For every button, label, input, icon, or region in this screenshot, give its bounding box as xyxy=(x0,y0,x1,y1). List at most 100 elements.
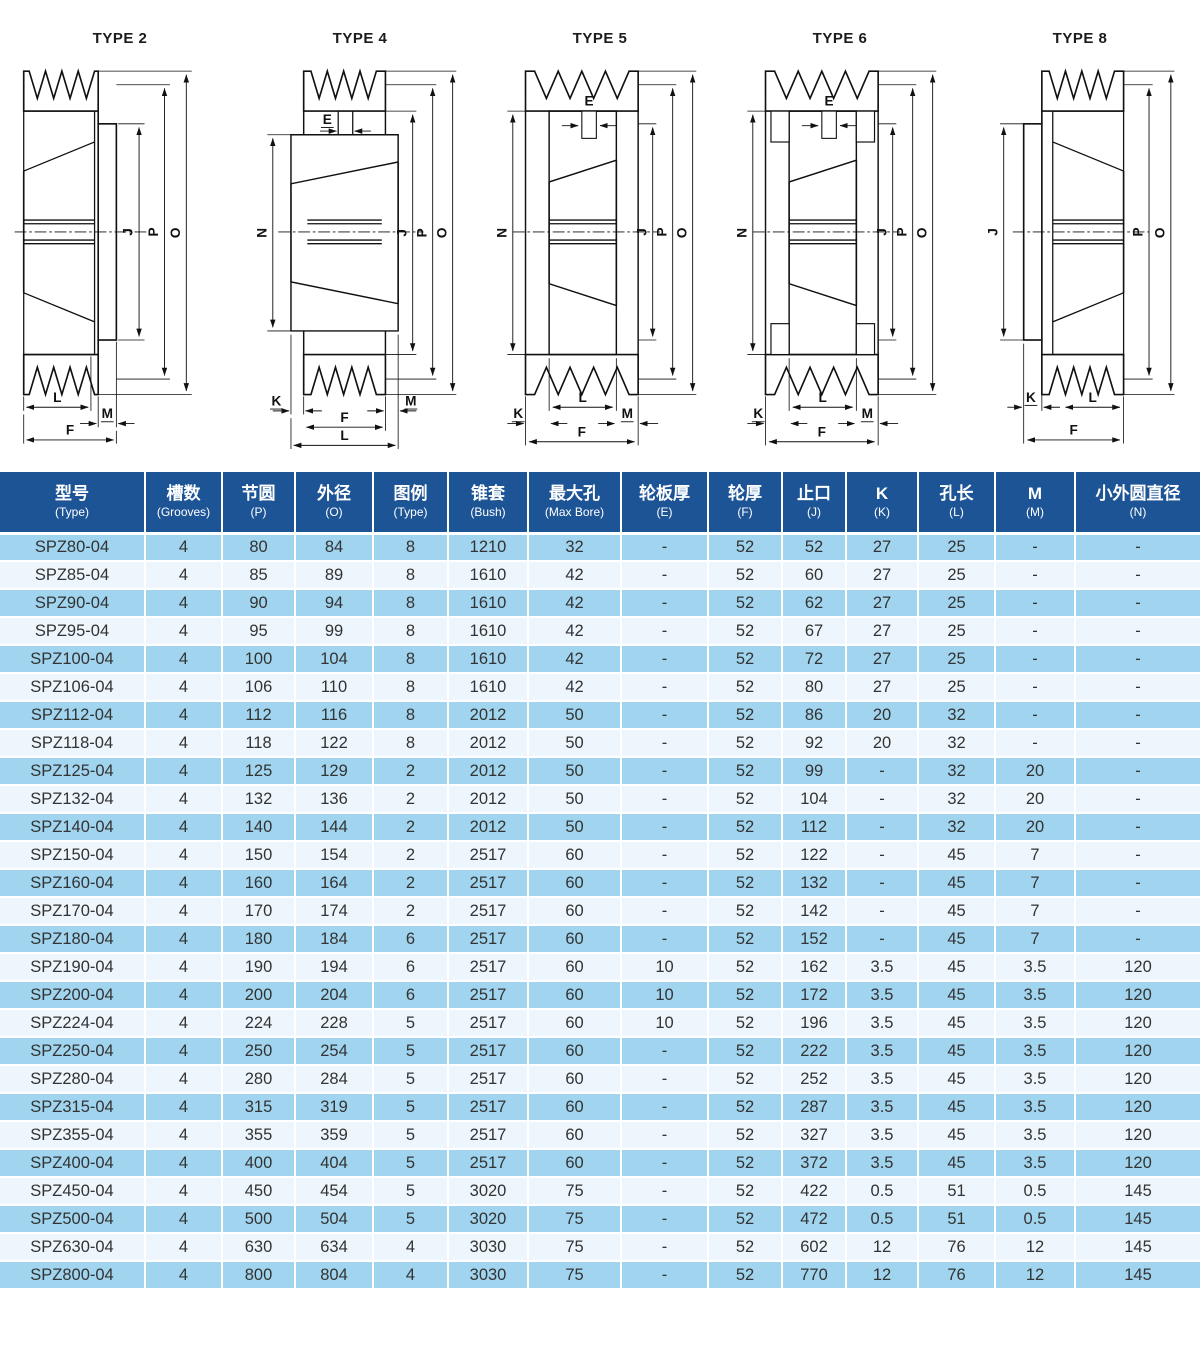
table-cell: 2517 xyxy=(448,925,529,955)
table-cell: 80 xyxy=(222,533,296,563)
table-cell: 3.5 xyxy=(995,1037,1076,1067)
table-cell: 84 xyxy=(295,533,374,563)
table-cell: 45 xyxy=(918,925,996,955)
table-cell: - xyxy=(621,701,709,731)
table-cell: 160 xyxy=(222,869,296,899)
table-cell: 2517 xyxy=(448,1065,529,1095)
table-cell: 52 xyxy=(708,533,783,563)
dim-label-j: J xyxy=(634,228,649,236)
table-cell: 196 xyxy=(782,1009,847,1039)
table-row: SPZ100-04 4 100 104 8 1610 42-52 72 27 25- - xyxy=(0,645,1200,675)
model-cell: SPZ112-04 xyxy=(0,701,146,731)
table-row: SPZ250-04 4 250 254 5 2517 60-52 222 3.5 45 3.5 120 xyxy=(0,1037,1200,1067)
model-cell: SPZ106-04 xyxy=(0,673,146,703)
table-cell: 60 xyxy=(528,1037,622,1067)
table-cell: - xyxy=(1075,617,1200,647)
dim-label-j: J xyxy=(985,228,1000,236)
diagram-title: TYPE 4 xyxy=(332,30,388,47)
table-cell: 122 xyxy=(782,841,847,871)
table-cell: 184 xyxy=(295,925,374,955)
table-cell: 20 xyxy=(995,757,1076,787)
table-cell: 180 xyxy=(222,925,296,955)
table-cell: - xyxy=(621,1177,709,1207)
table-cell: 154 xyxy=(295,841,374,871)
table-cell: 10 xyxy=(621,1009,709,1039)
dim-label-e: E xyxy=(323,112,332,127)
table-cell: - xyxy=(621,1065,709,1095)
table-cell: 145 xyxy=(1075,1233,1200,1263)
table-cell: 190 xyxy=(222,953,296,983)
table-cell: 142 xyxy=(782,897,847,927)
table-cell: - xyxy=(1075,869,1200,899)
table-cell: 120 xyxy=(1075,953,1200,983)
table-cell: - xyxy=(621,1261,709,1291)
table-cell: 2012 xyxy=(448,701,529,731)
table-cell: 7 xyxy=(995,925,1076,955)
table-cell: 60 xyxy=(528,841,622,871)
table-cell: - xyxy=(1075,813,1200,843)
pulley-drawing-type-5-icon: E N J P O L K M xyxy=(494,69,697,446)
table-cell: 327 xyxy=(782,1121,847,1151)
table-cell: 52 xyxy=(708,1009,783,1039)
table-cell: - xyxy=(1075,561,1200,591)
table-cell: 76 xyxy=(918,1261,996,1291)
table-cell: 150 xyxy=(222,841,296,871)
table-row: SPZ106-04 4 106 110 8 1610 42-52 80 27 25- - xyxy=(0,673,1200,703)
table-row: SPZ180-04 4 180 184 6 2517 60-52 152-45 7- xyxy=(0,925,1200,955)
table-cell: 75 xyxy=(528,1261,622,1291)
table-cell: 2 xyxy=(373,869,449,899)
diagram-title: TYPE 6 xyxy=(812,30,868,47)
column-header: 轮板厚 (E) xyxy=(621,472,709,535)
table-cell: 284 xyxy=(295,1065,374,1095)
table-cell: 42 xyxy=(528,673,622,703)
table-cell: 319 xyxy=(295,1093,374,1123)
table-cell: 174 xyxy=(295,897,374,927)
table-cell: 52 xyxy=(708,1149,783,1179)
header-row: 型号 (Type) 槽数 (Grooves) 节圆 (P) 外径 (O) 图例 (Type) 锥套(… xyxy=(0,472,1200,535)
table-cell: 27 xyxy=(846,533,919,563)
table-cell: 4 xyxy=(145,1261,223,1291)
table-cell: 3.5 xyxy=(995,953,1076,983)
table-cell: 3.5 xyxy=(846,981,919,1011)
table-cell: 372 xyxy=(782,1149,847,1179)
table-cell: 3.5 xyxy=(846,1009,919,1039)
model-cell: SPZ190-04 xyxy=(0,953,146,983)
dim-label-p: P xyxy=(1131,227,1146,236)
table-cell: - xyxy=(995,645,1076,675)
diagram-type-5: TYPE 5 E N xyxy=(480,0,720,458)
model-cell: SPZ180-04 xyxy=(0,925,146,955)
model-cell: SPZ355-04 xyxy=(0,1121,146,1151)
table-cell: 52 xyxy=(708,1233,783,1263)
table-cell: - xyxy=(621,813,709,843)
table-cell: - xyxy=(621,617,709,647)
diagram-type-2: TYPE 2 J P xyxy=(0,0,240,458)
table-cell: 86 xyxy=(782,701,847,731)
column-header: 图例 (Type) xyxy=(373,472,449,535)
table-cell: 3.5 xyxy=(995,1065,1076,1095)
table-cell: 2012 xyxy=(448,785,529,815)
table-cell: 4 xyxy=(145,673,223,703)
dim-label-n: N xyxy=(254,228,269,238)
table-cell: 120 xyxy=(1075,1009,1200,1039)
table-cell: 0.5 xyxy=(995,1205,1076,1235)
table-cell: 224 xyxy=(222,1009,296,1039)
table-body: SPZ80-04 4 80 84 8 1210 32-52 52 27 25- - SPZ85-04 4… xyxy=(0,533,1200,1291)
column-header: 型号 (Type) xyxy=(0,472,146,535)
table-cell: 6 xyxy=(373,925,449,955)
table-cell: 5 xyxy=(373,1121,449,1151)
table-cell: 125 xyxy=(222,757,296,787)
table-cell: - xyxy=(1075,533,1200,563)
dim-label-k: K xyxy=(1026,390,1036,405)
column-header: 轮厚 (F) xyxy=(708,472,783,535)
table-cell: 800 xyxy=(222,1261,296,1291)
table-cell: 3.5 xyxy=(846,1149,919,1179)
table-cell: 52 xyxy=(708,757,783,787)
table-cell: 32 xyxy=(528,533,622,563)
table-cell: 8 xyxy=(373,701,449,731)
dim-label-e: E xyxy=(585,94,594,109)
table-cell: 52 xyxy=(708,1205,783,1235)
table-row: SPZ200-04 4 200 204 6 2517 60 10 52 172 3.5 45 3.5 12… xyxy=(0,981,1200,1011)
table-cell: 8 xyxy=(373,533,449,563)
table-row: SPZ95-04 4 95 99 8 1610 42-52 67 27 25- - xyxy=(0,617,1200,647)
table-cell: 145 xyxy=(1075,1177,1200,1207)
